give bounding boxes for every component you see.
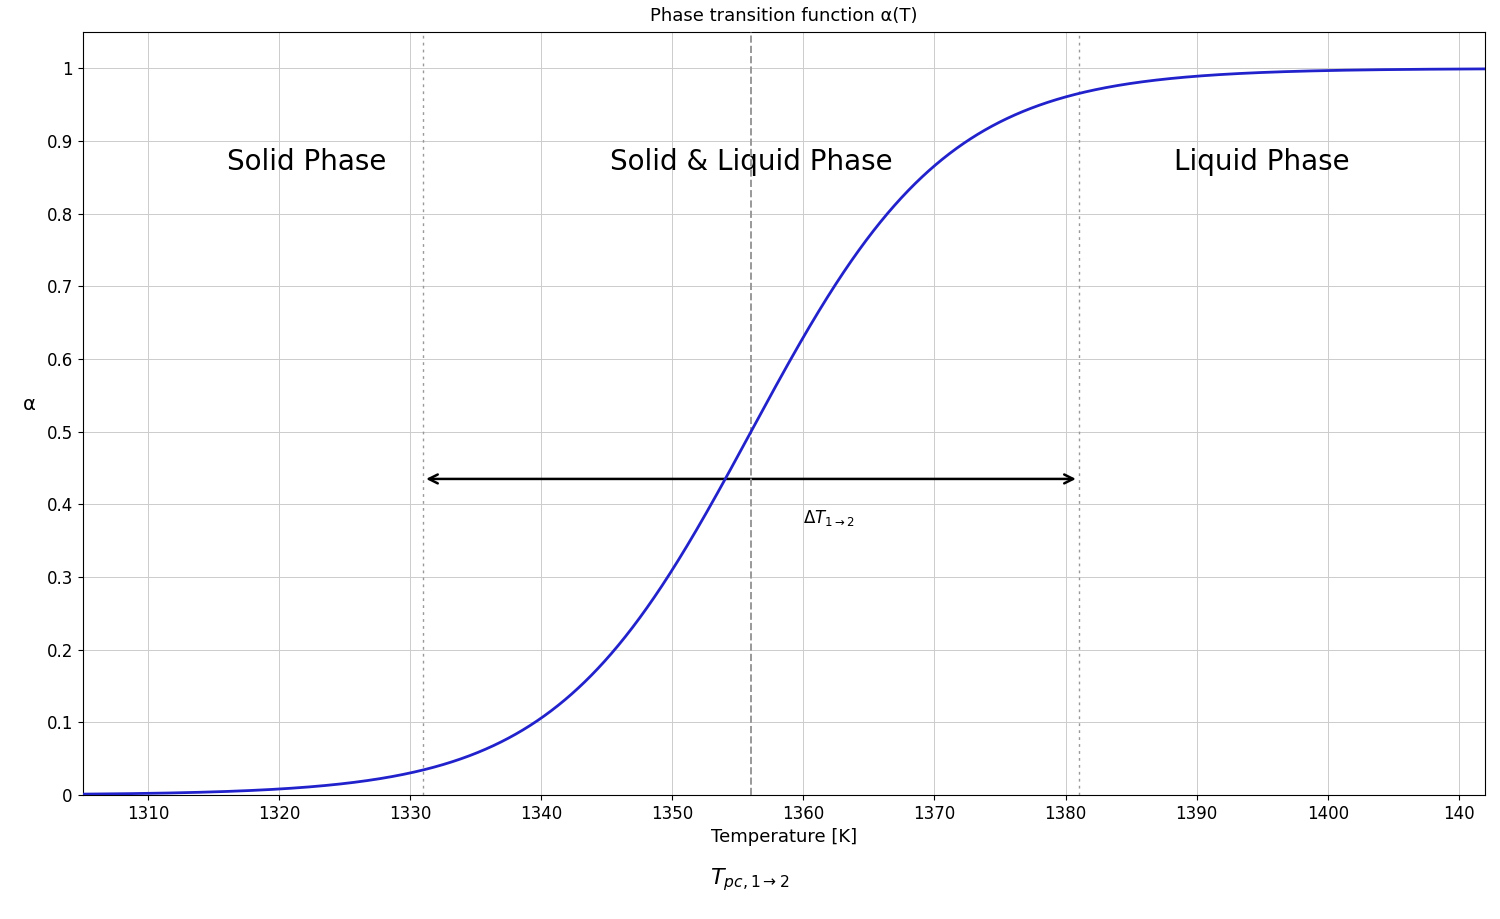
Title: Phase transition function α(T): Phase transition function α(T) bbox=[650, 7, 918, 25]
X-axis label: Temperature [K]: Temperature [K] bbox=[711, 828, 856, 846]
Text: Liquid Phase: Liquid Phase bbox=[1174, 148, 1350, 176]
Text: $T_{pc,1\rightarrow2}$: $T_{pc,1\rightarrow2}$ bbox=[711, 867, 789, 893]
Text: Solid & Liquid Phase: Solid & Liquid Phase bbox=[609, 148, 892, 176]
Text: $\Delta T_{1\rightarrow2}$: $\Delta T_{1\rightarrow2}$ bbox=[804, 508, 855, 528]
Text: Solid Phase: Solid Phase bbox=[226, 148, 386, 176]
Y-axis label: α: α bbox=[24, 394, 36, 414]
